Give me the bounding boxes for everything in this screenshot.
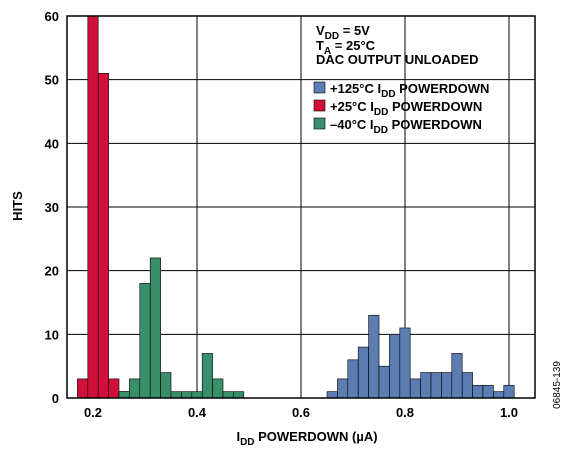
histogram-bar xyxy=(77,378,89,399)
y-tick-label: 30 xyxy=(45,200,59,215)
legend: +125°C IDD POWERDOWN+25°C IDD POWERDOWN–… xyxy=(313,81,489,136)
x-tick-label: 0.2 xyxy=(84,405,102,420)
x-tick-label: 0.8 xyxy=(396,405,414,420)
histogram-bar xyxy=(139,283,151,399)
y-tick-label: 50 xyxy=(45,73,59,88)
histogram-bar xyxy=(337,378,349,399)
y-tick-label: 40 xyxy=(45,136,59,151)
bar-group xyxy=(77,15,515,399)
histogram-bar xyxy=(160,372,172,399)
histogram-bar xyxy=(347,359,359,399)
y-tick-labels: 0 10 20 30 40 50 60 xyxy=(45,9,59,406)
y-tick-label: 10 xyxy=(45,327,59,342)
histogram-bar xyxy=(461,372,473,399)
histogram-bar xyxy=(389,334,401,399)
histogram-bar xyxy=(87,15,99,399)
histogram-bar xyxy=(212,378,224,399)
legend-swatch xyxy=(313,99,326,112)
plot-frame xyxy=(66,15,536,399)
legend-label: +125°C IDD POWERDOWN xyxy=(330,81,489,100)
histogram-bar xyxy=(233,391,245,399)
histogram-bar xyxy=(482,384,494,399)
histogram-bar xyxy=(472,384,484,399)
legend-label: +25°C IDD POWERDOWN xyxy=(330,99,482,118)
ta-condition: TA = 25°C xyxy=(316,38,376,57)
histogram-bar xyxy=(118,391,130,399)
histogram-bar xyxy=(503,384,515,399)
y-tick-label: 20 xyxy=(45,264,59,279)
histogram-bar xyxy=(430,372,442,399)
histogram-bar xyxy=(399,327,411,399)
legend-label: –40°C IDD POWERDOWN xyxy=(330,117,482,136)
x-axis-title: IDD POWERDOWN (µA) xyxy=(236,429,377,448)
figure-id: 06845-139 xyxy=(552,361,563,409)
histogram-bar xyxy=(181,391,193,399)
vdd-condition: VDD = 5V xyxy=(316,23,370,42)
histogram-bar xyxy=(420,372,432,399)
histogram-bar xyxy=(368,314,380,399)
x-tick-label: 0.4 xyxy=(188,405,207,420)
legend-swatch xyxy=(313,81,326,94)
histogram-bar xyxy=(129,378,141,399)
y-axis-title: HITS xyxy=(10,191,25,221)
x-tick-label: 0.6 xyxy=(292,405,310,420)
conditions-annotation: VDD = 5V TA = 25°C DAC OUTPUT UNLOADED xyxy=(316,23,479,67)
histogram-bar xyxy=(97,73,109,399)
histogram-bar xyxy=(451,353,463,399)
histogram-bar xyxy=(108,378,120,399)
y-tick-label: 0 xyxy=(52,391,59,406)
x-tick-labels: 0.2 0.4 0.6 0.8 1.0 xyxy=(84,405,518,420)
x-tick-label: 1.0 xyxy=(500,405,518,420)
histogram-bar xyxy=(378,365,390,399)
histogram-bar xyxy=(149,257,161,399)
histogram-bar xyxy=(357,346,369,399)
dac-condition: DAC OUTPUT UNLOADED xyxy=(316,52,479,67)
y-tick-label: 60 xyxy=(45,9,59,24)
histogram-bar xyxy=(191,391,203,399)
histogram-bar xyxy=(409,378,421,399)
histogram-bar xyxy=(326,391,338,399)
histogram-bar xyxy=(441,372,453,399)
histogram-bar xyxy=(170,391,182,399)
histogram-bar xyxy=(222,391,234,399)
legend-swatch xyxy=(313,117,326,130)
histogram-bar xyxy=(201,353,213,399)
grid-lines xyxy=(67,15,535,399)
histogram-bar xyxy=(493,391,505,399)
